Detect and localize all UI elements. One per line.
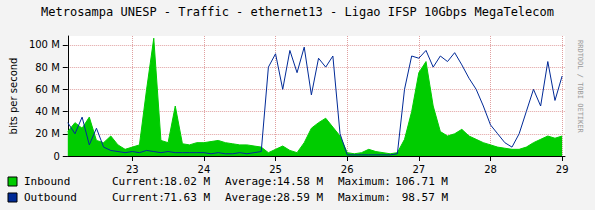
svg-text:Current:: Current: [112,191,165,204]
svg-text:RRDTOOL / TOBI OETIKER: RRDTOOL / TOBI OETIKER [576,40,584,134]
svg-text:18.02 M: 18.02 M [164,175,211,188]
svg-text:25: 25 [269,164,282,175]
svg-text:14.58 M: 14.58 M [277,175,324,188]
svg-text:28.59 M: 28.59 M [277,191,324,204]
svg-text:71.63 M: 71.63 M [164,191,211,204]
svg-text:100 M: 100 M [29,39,60,50]
svg-text:26: 26 [341,164,354,175]
svg-text:106.71 M: 106.71 M [395,175,448,188]
svg-text:98.57 M: 98.57 M [402,191,449,204]
svg-text:20 M: 20 M [35,128,60,139]
svg-text:Maximum:: Maximum: [338,175,391,188]
svg-text:80 M: 80 M [35,62,60,73]
svg-text:24: 24 [198,164,211,175]
svg-text:60 M: 60 M [35,84,60,95]
svg-text:Average:: Average: [225,175,278,188]
svg-text:Maximum:: Maximum: [338,191,391,204]
svg-text:29: 29 [556,164,569,175]
svg-text:Average:: Average: [225,191,278,204]
svg-text:Inbound: Inbound [24,175,70,188]
svg-text:28: 28 [484,164,497,175]
svg-text:Outbound: Outbound [24,191,77,204]
svg-text:Metrosampa UNESP - Traffic - e: Metrosampa UNESP - Traffic - ethernet13 … [41,5,554,19]
svg-text:40 M: 40 M [35,106,60,117]
svg-text:27: 27 [412,164,425,175]
svg-text:0: 0 [53,151,59,162]
svg-text:bits per second: bits per second [8,58,19,135]
svg-text:Current:: Current: [112,175,165,188]
svg-text:23: 23 [126,164,139,175]
